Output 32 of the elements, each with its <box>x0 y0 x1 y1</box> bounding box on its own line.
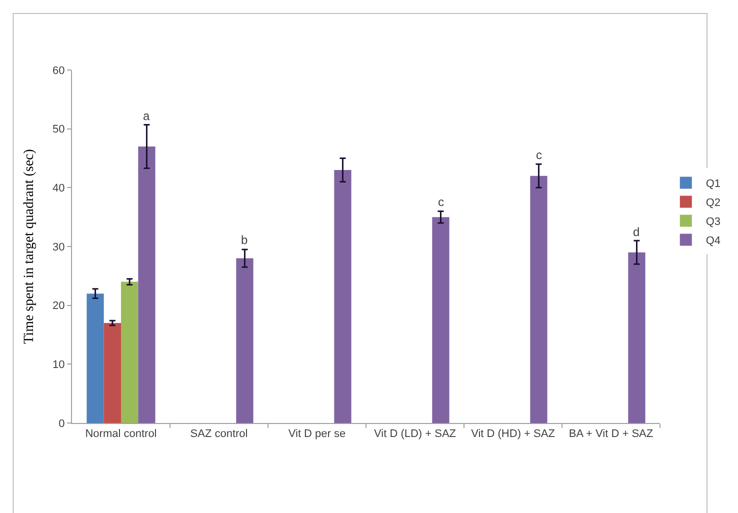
y-tick-label: 50 <box>52 124 65 136</box>
data-label: d <box>633 225 640 239</box>
data-label: c <box>438 195 444 209</box>
legend-label: Q1 <box>706 178 721 190</box>
data-label: c <box>536 148 542 162</box>
bar <box>432 217 450 423</box>
y-tick-label: 30 <box>52 241 65 254</box>
bar <box>121 282 138 423</box>
x-tick-label: Vit D (HD) + SAZ <box>471 428 556 440</box>
bar <box>138 146 156 423</box>
legend-label: Q3 <box>706 216 721 228</box>
legend-label: Q2 <box>706 196 721 209</box>
bar <box>530 176 548 423</box>
bar <box>334 170 352 423</box>
bar <box>628 252 646 423</box>
legend-label: Q4 <box>706 234 721 247</box>
y-tick-label: 10 <box>52 359 65 372</box>
data-label: b <box>241 233 248 247</box>
y-axis-title: Time spent in target quadrant (sec) <box>22 148 38 344</box>
y-tick-label: 20 <box>52 300 65 312</box>
x-tick-label: Normal control <box>85 428 157 440</box>
y-tick-label: 0 <box>58 418 65 430</box>
bar <box>236 258 254 423</box>
x-tick-label: SAZ control <box>190 428 248 440</box>
bar <box>104 322 121 423</box>
y-tick-label: 40 <box>52 182 65 195</box>
x-tick-label: BA + Vit D + SAZ <box>568 428 654 440</box>
x-tick-label: Vit D per se <box>288 428 346 440</box>
data-label: a <box>143 109 150 123</box>
x-tick-label: Vit D (LD) + SAZ <box>374 428 456 440</box>
bar <box>86 294 104 423</box>
y-tick-label: 60 <box>52 64 65 77</box>
